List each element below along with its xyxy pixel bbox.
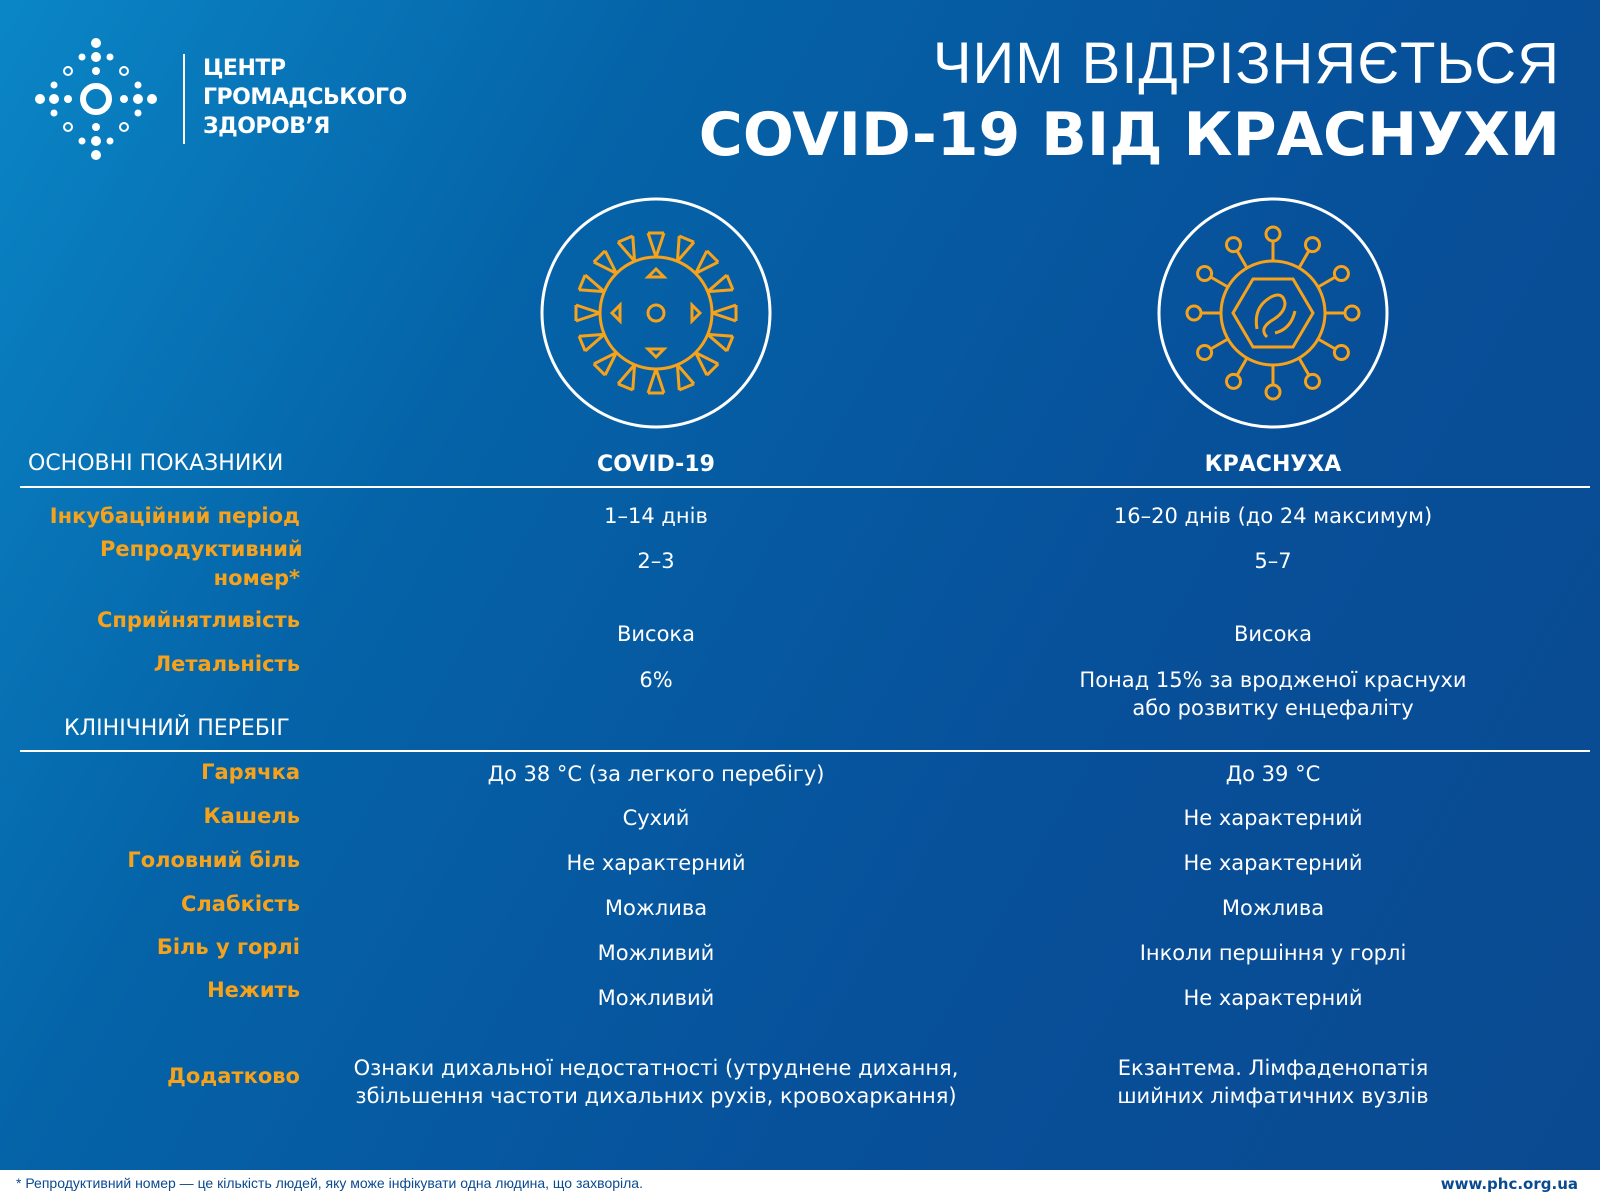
row-label: Біль у горлі	[156, 935, 300, 959]
covid-value: Можливий	[597, 986, 715, 1010]
row-label: Слабкість	[181, 892, 300, 916]
section-title-clinical: КЛІНІЧНИЙ ПЕРЕБІГ	[64, 716, 290, 741]
spike-icon	[1225, 236, 1242, 254]
rubella-value: 5–7	[1254, 549, 1292, 573]
row-label: Інкубаційний період	[49, 504, 300, 528]
spike-icon	[646, 368, 666, 395]
row-label: Нежить	[207, 978, 300, 1002]
row-label: Додатково	[167, 1064, 300, 1088]
spike-icon	[1196, 344, 1214, 361]
section-title-main: ОСНОВНІ ПОКАЗНИКИ	[28, 451, 284, 476]
rubella-value: Не характерний	[1183, 806, 1363, 830]
spike-icon	[1225, 372, 1242, 390]
logo-divider	[183, 54, 185, 144]
website-link[interactable]: www.phc.org.ua	[1440, 1175, 1578, 1193]
rubella-value: Не характерний	[1183, 851, 1363, 875]
rubella-value: Понад 15% за вродженої краснухи або розв…	[1079, 668, 1467, 720]
spike-icon	[574, 303, 601, 323]
spike-icon	[1332, 265, 1350, 282]
title-line1: ЧИМ ВІДРІЗНЯЄТЬСЯ	[932, 31, 1560, 96]
logo-icon	[35, 38, 157, 160]
covid-value: Можлива	[604, 896, 708, 920]
rubella-value: До 39 °C	[1225, 762, 1321, 786]
spike-icon	[1196, 265, 1214, 282]
row-label: Летальність	[153, 652, 300, 676]
rubella-value: Можлива	[1221, 896, 1325, 920]
spike-icon	[577, 273, 606, 294]
footnote: * Репродуктивний номер — це кількість лю…	[16, 1175, 643, 1191]
divider	[20, 486, 1590, 488]
row-label: Кашель	[203, 804, 300, 828]
org-line: ГРОМАДСЬКОГО	[203, 85, 407, 110]
covid-value: 2–3	[637, 549, 675, 573]
rubella-value: Інколи першіння у горлі	[1139, 941, 1407, 965]
rubella-value: Не характерний	[1183, 986, 1363, 1010]
covid-value: Сухий	[622, 806, 690, 830]
covid-value: 1–14 днів	[604, 504, 708, 528]
org-name: ЦЕНТР ГРОМАДСЬКОГО ЗДОРОВ’Я	[203, 54, 407, 141]
spike-icon	[1185, 304, 1203, 322]
rubella-value: Висока	[1233, 622, 1312, 646]
spike-icon	[706, 273, 735, 294]
row-label: Сприйнятливість	[96, 608, 300, 632]
org-line: ЦЕНТР	[203, 56, 286, 81]
covid-value: До 38 °C (за легкого перебігу)	[487, 762, 825, 786]
spike-icon	[616, 234, 637, 263]
spike-icon	[675, 363, 696, 392]
spike-icon	[616, 363, 637, 392]
spike-icon	[711, 303, 738, 323]
covid-virus-icon	[540, 197, 772, 429]
org-line: ЗДОРОВ’Я	[203, 114, 330, 139]
divider	[20, 750, 1590, 752]
covid-value: Можливий	[597, 941, 715, 965]
title-line2: COVID-19 ВІД КРАСНУХИ	[698, 100, 1560, 170]
spike-icon	[694, 249, 720, 275]
rubella-value: Екзантема. Лімфаденопатія шийних лімфати…	[1117, 1056, 1429, 1108]
column-header-covid: COVID-19	[597, 452, 715, 477]
spike-icon	[577, 332, 606, 353]
rubella-value: 16–20 днів (до 24 максимум)	[1113, 504, 1433, 528]
spike-icon	[675, 234, 696, 263]
spike-icon	[592, 249, 618, 275]
covid-value: 6%	[639, 668, 673, 692]
spike-icon	[592, 351, 618, 377]
background	[0, 0, 1600, 1170]
spike-icon	[1332, 344, 1350, 361]
covid-value: Ознаки дихальної недостатності (утруднен…	[353, 1056, 959, 1108]
spike-icon	[1304, 236, 1321, 254]
covid-value: Висока	[616, 622, 695, 646]
spike-icon	[646, 231, 666, 258]
covid-value: Не характерний	[566, 851, 746, 875]
rubella-virus-icon	[1157, 197, 1389, 429]
row-label: Репродуктивний номер*	[100, 537, 303, 590]
spike-icon	[1264, 383, 1282, 401]
spike-icon	[706, 332, 735, 353]
spike-icon	[1343, 304, 1361, 322]
column-header-rubella: КРАСНУХА	[1204, 452, 1342, 477]
row-label: Гарячка	[201, 760, 300, 784]
spike-icon	[1304, 372, 1321, 390]
spike-icon	[1264, 225, 1282, 243]
spike-icon	[694, 351, 720, 377]
row-label: Головний біль	[127, 848, 300, 872]
